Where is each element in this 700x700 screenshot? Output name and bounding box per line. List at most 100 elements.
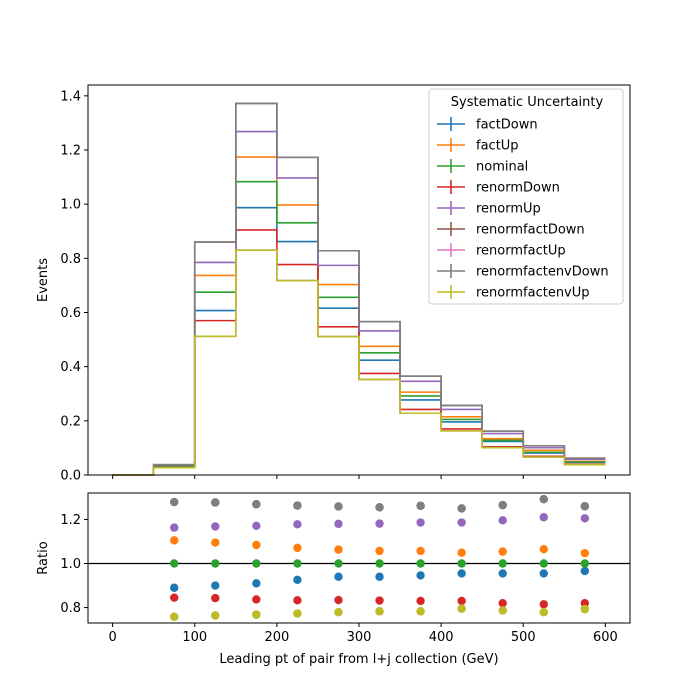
ratio-point: [293, 609, 302, 618]
ratio-point: [293, 575, 302, 585]
ratio-point: [334, 502, 343, 511]
ratio-point: [498, 559, 507, 568]
legend-label: renormUp: [476, 202, 541, 217]
legend-label: factUp: [476, 139, 519, 154]
ratio-point: [211, 581, 220, 590]
ratio-point: [375, 596, 384, 605]
legend-item-renorm-down: renormDown: [437, 180, 560, 196]
ratio-point: [334, 608, 343, 617]
ratio-point: [498, 598, 507, 608]
ratio-point: [416, 559, 425, 568]
ratio-point: [252, 579, 261, 588]
ratio-point: [580, 514, 590, 523]
ratio-point: [170, 497, 179, 507]
ratio-series-renorm-up: [170, 513, 590, 532]
ratio-point: [539, 513, 548, 522]
ratio-point: [375, 559, 384, 568]
ratio-point: [416, 571, 425, 580]
ratio-point: [252, 500, 261, 509]
legend-title: Systematic Uncertainty: [451, 95, 604, 110]
histogram-steps: [112, 102, 606, 476]
ratio-point: [539, 608, 548, 617]
ratio-point: [170, 523, 179, 532]
histogram-panel: 0.0 0.2 0.4 0.6 0.8 1.0 1.2 1.4 Events: [36, 84, 631, 484]
legend-label: factDown: [476, 118, 538, 133]
ratio-point: [416, 607, 425, 616]
ratio-point: [539, 544, 548, 554]
histogram-y-tick-label: 1.4: [60, 89, 81, 104]
ratio-point: [211, 498, 220, 507]
ratio-series-renormfactenv-down: [170, 494, 590, 513]
ratio-point: [211, 538, 220, 547]
ratio-point: [375, 607, 384, 616]
ratio-point: [170, 536, 179, 545]
ratio-point: [293, 559, 302, 568]
ratio-point: [293, 520, 302, 529]
ratio-point: [252, 610, 261, 619]
ratio-x-tick-label: 600: [593, 630, 618, 645]
ratio-point: [580, 548, 590, 558]
ratio-point: [457, 559, 466, 568]
ratio-point: [375, 572, 384, 581]
x-axis-label: Leading pt of pair from l+j collection (…: [219, 652, 498, 667]
ratio-x-tick-label: 500: [511, 630, 536, 645]
ratio-point: [498, 569, 507, 578]
histogram-y-tick-label: 1.2: [60, 144, 81, 159]
ratio-point: [170, 583, 179, 592]
ratio-point: [416, 518, 425, 527]
ratio-point: [375, 546, 384, 556]
ratio-point: [334, 595, 343, 605]
histogram-y-ticks: 0.0 0.2 0.4 0.6 0.8 1.0 1.2 1.4: [60, 89, 88, 484]
legend-item-nominal: nominal: [437, 159, 528, 175]
ratio-point: [580, 566, 590, 576]
ratio-point: [539, 569, 548, 578]
ratio-point: [211, 522, 220, 531]
ratio-point: [580, 559, 590, 568]
ratio-point: [580, 604, 590, 614]
ratio-point: [293, 501, 302, 510]
ratio-x-ticks: 0 100 200 300 400 500 600: [108, 623, 618, 645]
legend-item-renormfact-down: renormfactDown: [437, 222, 585, 238]
ratio-x-tick-label: 0: [108, 630, 116, 645]
legend-label: renormfactDown: [476, 223, 585, 238]
ratio-point: [457, 504, 466, 513]
ratio-point: [170, 593, 179, 602]
ratio-point: [211, 593, 220, 603]
legend-item-renormfactenv-down: renormfactenvDown: [437, 264, 609, 280]
legend-label: nominal: [476, 160, 528, 175]
histogram-y-tick-label: 0.8: [60, 252, 81, 267]
ratio-point: [457, 569, 466, 578]
ratio-point: [539, 494, 548, 504]
ratio-point: [334, 519, 343, 529]
ratio-point: [170, 612, 179, 622]
legend-label: renormfactUp: [476, 244, 566, 259]
histogram-y-tick-label: 0.2: [60, 414, 81, 429]
ratio-point: [457, 596, 466, 606]
ratio-point: [252, 521, 261, 531]
ratio-points: [170, 494, 590, 622]
ratio-point: [539, 600, 548, 609]
ratio-point: [416, 596, 425, 606]
ratio-y-ticks: 0.8 1.0 1.2: [60, 513, 88, 616]
ratio-y-tick-label: 1.2: [60, 513, 81, 528]
ratio-x-tick-label: 400: [429, 630, 454, 645]
ratio-point: [334, 559, 343, 568]
histogram-y-tick-label: 0.4: [60, 360, 81, 375]
legend-item-fact-down: factDown: [437, 117, 538, 133]
legend-box: [428, 88, 624, 305]
ratio-point: [498, 500, 507, 510]
histogram-y-axis-label: Events: [36, 258, 51, 302]
legend: Systematic Uncertainty factDown factUp nom…: [428, 88, 624, 305]
histogram-x-ticks: [112, 475, 606, 479]
ratio-point: [334, 572, 343, 581]
histogram-y-tick-label: 1.0: [60, 198, 81, 213]
ratio-x-tick-label: 100: [182, 630, 207, 645]
ratio-point: [498, 516, 507, 525]
legend-label: renormfactenvUp: [476, 286, 590, 301]
legend-item-renormfact-up: renormfactUp: [437, 243, 566, 259]
ratio-point: [498, 547, 507, 556]
ratio-point: [539, 559, 548, 568]
ratio-point: [334, 545, 343, 554]
ratio-series-fact-up: [170, 536, 590, 558]
